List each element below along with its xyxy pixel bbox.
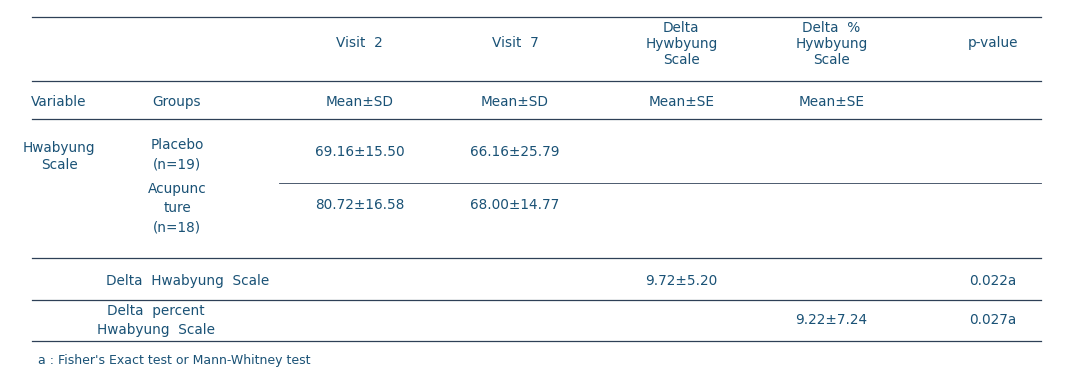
Text: Delta  Hwabyung  Scale: Delta Hwabyung Scale (106, 274, 269, 288)
Text: 0.022a: 0.022a (969, 274, 1016, 288)
Text: Delta
Hywbyung
Scale: Delta Hywbyung Scale (645, 21, 718, 67)
Text: 69.16±15.50: 69.16±15.50 (314, 144, 405, 159)
Text: p-value: p-value (967, 36, 1018, 51)
Text: a : Fisher's Exact test or Mann-Whitney test: a : Fisher's Exact test or Mann-Whitney … (38, 354, 310, 366)
Text: Visit  2: Visit 2 (336, 36, 383, 51)
Text: 80.72±16.58: 80.72±16.58 (314, 198, 405, 213)
Text: ture: ture (163, 201, 191, 215)
Text: Mean±SE: Mean±SE (798, 95, 865, 109)
Text: Mean±SE: Mean±SE (648, 95, 715, 109)
Text: (n=18): (n=18) (153, 221, 201, 235)
Text: Visit  7: Visit 7 (491, 36, 539, 51)
Text: Groups: Groups (152, 95, 202, 109)
Text: 66.16±25.79: 66.16±25.79 (470, 144, 560, 159)
Text: (n=19): (n=19) (153, 158, 201, 172)
Text: 9.72±5.20: 9.72±5.20 (645, 274, 718, 288)
Text: Delta  percent: Delta percent (107, 304, 204, 318)
Text: Hwabyung
Scale: Hwabyung Scale (23, 141, 95, 172)
Text: Acupunc: Acupunc (148, 181, 206, 196)
Text: Hwabyung  Scale: Hwabyung Scale (97, 323, 215, 337)
Text: Mean±SD: Mean±SD (325, 95, 394, 109)
Text: Mean±SD: Mean±SD (481, 95, 549, 109)
Text: 68.00±14.77: 68.00±14.77 (470, 198, 560, 213)
Text: 0.027a: 0.027a (969, 313, 1016, 328)
Text: Delta  %
Hywbyung
Scale: Delta % Hywbyung Scale (795, 21, 868, 67)
Text: 9.22±7.24: 9.22±7.24 (795, 313, 868, 328)
Text: Variable: Variable (31, 95, 87, 109)
Text: Placebo: Placebo (150, 138, 204, 152)
